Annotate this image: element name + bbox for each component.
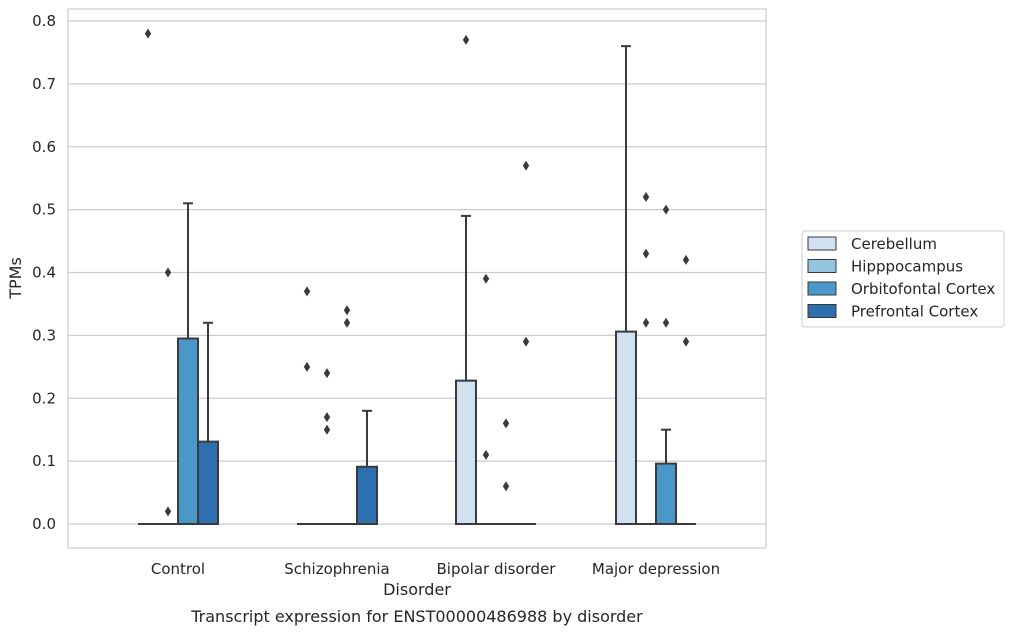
outlier-point [522, 336, 530, 347]
outlier-point [343, 317, 351, 328]
outlier-point [323, 412, 331, 423]
legend-label: Hipppocampus [851, 258, 963, 276]
box-body [455, 379, 477, 525]
outlier-point [522, 160, 530, 171]
box-body [197, 440, 219, 526]
box-orbitofontal-cortex [177, 202, 199, 525]
outlier-point [662, 204, 670, 215]
legend-swatch [807, 236, 837, 251]
outlier-point [164, 267, 172, 278]
legend-frame [801, 230, 1005, 328]
box-cerebellum [455, 214, 477, 525]
figure-caption: Transcript expression for ENST0000048698… [190, 607, 643, 626]
outlier-point [323, 424, 331, 435]
legend-label: Orbitofontal Cortex [851, 280, 995, 298]
y-tick-label: 0.0 [32, 515, 56, 533]
legend-label: Cerebellum [851, 235, 937, 253]
outlier-point [682, 336, 690, 347]
y-tick-label: 0.8 [32, 12, 56, 30]
box-prefrontal-cortex [197, 321, 219, 526]
x-tick-label: Schizophrenia [284, 560, 389, 578]
box-body [177, 337, 199, 525]
box-body [615, 330, 637, 526]
outlier-point [502, 418, 510, 429]
outlier-point [323, 368, 331, 379]
legend-swatch [807, 259, 837, 273]
x-tick-labels: Control Schizophrenia Bipolar disorder Majo… [151, 560, 720, 578]
box-prefrontal-cortex [356, 409, 378, 526]
outlier-point [502, 481, 510, 492]
outlier-point [164, 506, 172, 517]
y-tick-label: 0.5 [32, 201, 56, 219]
legend-swatch [807, 304, 837, 318]
y-tick-label: 0.1 [32, 452, 56, 470]
boxes-layer [138, 45, 696, 526]
box-body [356, 465, 378, 526]
y-axis-title: TPMs [6, 257, 25, 300]
outlier-point [642, 192, 650, 203]
box-body [655, 462, 677, 526]
outliers-layer [144, 28, 690, 517]
x-axis-title: Disorder [383, 580, 451, 599]
outlier-point [482, 273, 490, 284]
outlier-point [303, 361, 311, 372]
outlier-point [303, 286, 311, 297]
box-cerebellum [615, 45, 637, 526]
legend-swatch [807, 281, 837, 296]
box-orbitofontal-cortex [655, 428, 677, 526]
x-tick-label: Control [151, 560, 205, 578]
outlier-point [462, 34, 470, 45]
x-tick-label: Major depression [592, 560, 720, 578]
outlier-point [642, 248, 650, 259]
y-tick-labels: 0.0 0.1 0.2 0.3 0.4 0.5 0.6 0.7 0.8 [32, 12, 56, 533]
outlier-point [343, 305, 351, 316]
outlier-point [482, 449, 490, 460]
y-tick-label: 0.7 [32, 75, 56, 93]
y-tick-label: 0.6 [32, 138, 56, 156]
y-tick-label: 0.2 [32, 389, 56, 407]
y-tick-label: 0.4 [32, 264, 56, 282]
outlier-point [662, 317, 670, 328]
legend: Cerebellum Hipppocampus Orbitofontal Corte… [801, 230, 1005, 328]
legend-label: Prefrontal Cortex [851, 303, 978, 321]
x-tick-label: Bipolar disorder [437, 560, 557, 578]
outlier-point [642, 317, 650, 328]
outlier-point [144, 28, 152, 39]
outlier-point [682, 254, 690, 265]
y-tick-label: 0.3 [32, 326, 56, 344]
